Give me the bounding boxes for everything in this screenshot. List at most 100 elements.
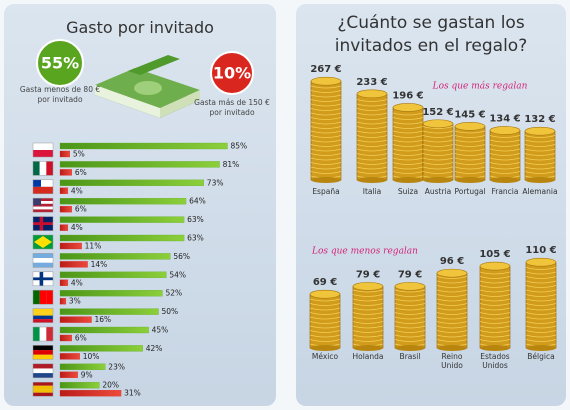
stat-value: 10% bbox=[213, 64, 251, 83]
coin-edge bbox=[436, 312, 468, 315]
bar-label: 52% bbox=[165, 289, 182, 298]
coin-edge bbox=[436, 280, 468, 284]
flag-border bbox=[32, 216, 54, 231]
coin-edge bbox=[422, 171, 454, 174]
coin-bottom bbox=[310, 345, 340, 351]
value-label: 233 € bbox=[356, 77, 387, 88]
coin-edge bbox=[524, 171, 556, 174]
coin-edge bbox=[454, 171, 486, 174]
coin-edge bbox=[394, 303, 426, 306]
coin-edge bbox=[422, 135, 454, 138]
coin-edge bbox=[394, 289, 426, 293]
flag-stripe bbox=[33, 253, 53, 259]
coin-edge bbox=[356, 144, 388, 147]
coin-stack bbox=[356, 89, 388, 183]
coin-edge bbox=[394, 334, 426, 338]
coin-edge bbox=[479, 316, 511, 320]
coin-edge bbox=[422, 153, 454, 156]
coin-edge bbox=[310, 94, 342, 98]
coin-edge bbox=[422, 148, 454, 152]
coin-edge bbox=[436, 294, 468, 297]
category-label: Suiza bbox=[398, 187, 418, 196]
category-label: Reino Unido bbox=[441, 352, 463, 370]
coin-edge bbox=[436, 285, 468, 288]
flag-border bbox=[32, 197, 54, 213]
money-icon bbox=[95, 55, 200, 118]
coin-edge bbox=[436, 298, 468, 302]
stat-text: por invitado bbox=[209, 108, 254, 117]
coin-edge bbox=[436, 289, 468, 293]
coin-edge bbox=[309, 316, 341, 320]
flag bbox=[32, 345, 54, 360]
coin-top bbox=[356, 89, 388, 99]
coin-edge bbox=[394, 307, 426, 311]
coin-stack bbox=[454, 122, 486, 183]
coin-edge bbox=[525, 312, 557, 315]
coin-stack bbox=[394, 282, 426, 351]
coin-edge bbox=[394, 321, 426, 324]
flag-diamond bbox=[34, 236, 52, 248]
coin-edge bbox=[356, 99, 388, 102]
flag bbox=[32, 161, 54, 176]
bar bbox=[59, 198, 187, 205]
flag bbox=[32, 308, 54, 323]
coin-edge bbox=[356, 112, 388, 116]
coin-edge bbox=[479, 325, 511, 329]
coin-edge bbox=[310, 108, 342, 111]
value-label: 152 € bbox=[422, 107, 453, 118]
flag bbox=[32, 289, 54, 305]
coin-edge bbox=[356, 139, 388, 143]
coin-bottom bbox=[525, 177, 555, 183]
coin-edge bbox=[489, 171, 521, 174]
stat-text: Gasta más de 150 € bbox=[194, 98, 270, 107]
category-label: Brasil bbox=[400, 352, 421, 361]
coin-edge bbox=[524, 166, 556, 170]
coin-top bbox=[525, 257, 557, 267]
bar-label: 20% bbox=[102, 381, 119, 390]
coin-stack bbox=[479, 261, 511, 351]
value-label: 105 € bbox=[479, 249, 510, 260]
right-title: ¿Cuánto se gastan los invitados en el re… bbox=[334, 13, 528, 56]
coin-edge bbox=[436, 339, 468, 342]
left-title: Gasto por invitado bbox=[66, 18, 214, 37]
coin-edge bbox=[454, 153, 486, 156]
coin-edge bbox=[310, 162, 342, 165]
flag-stripe bbox=[33, 290, 40, 305]
coin-edge bbox=[454, 148, 486, 152]
stat-value: 55% bbox=[41, 54, 79, 73]
coin-body bbox=[436, 272, 468, 349]
bar-label: 54% bbox=[169, 270, 186, 279]
coin-edge bbox=[356, 117, 388, 120]
category-label: Italia bbox=[363, 187, 382, 196]
bar-label: 31% bbox=[124, 389, 141, 398]
coin-edge bbox=[479, 276, 511, 279]
coin-edge bbox=[356, 108, 388, 111]
value-label: 110 € bbox=[525, 245, 556, 256]
bar-label: 11% bbox=[85, 242, 102, 251]
flag-stripe bbox=[33, 143, 53, 150]
coin-edge bbox=[310, 139, 342, 143]
bar-label: 64% bbox=[189, 197, 206, 206]
bar-label: 81% bbox=[223, 160, 240, 169]
flag-stripe bbox=[33, 312, 53, 316]
coin-stack bbox=[310, 76, 342, 183]
flag-border bbox=[32, 289, 54, 305]
coin-edge bbox=[392, 166, 424, 170]
flag-border bbox=[32, 326, 54, 342]
coin-edge bbox=[310, 153, 342, 156]
category-label: Austria bbox=[425, 187, 452, 196]
coin-edge bbox=[525, 321, 557, 324]
value-label: 79 € bbox=[398, 269, 422, 280]
flag bbox=[32, 179, 54, 195]
stat-badge bbox=[210, 51, 254, 95]
bar bbox=[59, 261, 88, 268]
flag-border bbox=[32, 345, 54, 360]
coin-edge bbox=[310, 166, 342, 170]
coin-edge bbox=[356, 103, 388, 107]
flag-canton bbox=[33, 179, 41, 187]
category-label: Estados Unidos bbox=[480, 352, 510, 370]
coin-edge bbox=[422, 126, 454, 129]
coin-bottom bbox=[437, 345, 467, 351]
bar-label: 63% bbox=[187, 234, 204, 243]
